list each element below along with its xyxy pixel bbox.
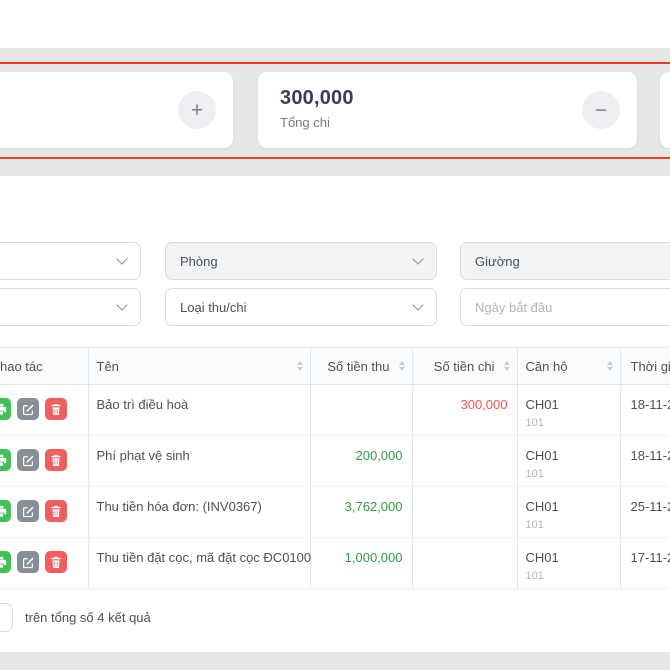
pencil-square-icon bbox=[22, 556, 35, 569]
summary-card-left: + bbox=[0, 72, 233, 148]
table-row: Phí phạt vệ sinh 200,000 CH01 101 18-11-… bbox=[0, 435, 670, 487]
total-expense-label: Tổng chi bbox=[280, 115, 330, 130]
page-size-select[interactable] bbox=[0, 603, 13, 632]
income-amount: 200,000 bbox=[355, 448, 403, 463]
transaction-date: 17-11-2 bbox=[630, 550, 670, 565]
pencil-square-icon bbox=[22, 505, 35, 518]
transaction-name: Phí phạt vệ sinh bbox=[96, 448, 190, 463]
apartment-code: CH01 bbox=[525, 448, 559, 463]
sort-icon[interactable] bbox=[606, 361, 613, 371]
room-number: 101 bbox=[525, 468, 544, 480]
table-body: Bảo trì điều hoà 300,000 CH01 101 18-11-… bbox=[0, 384, 670, 589]
column-header: Thời gia bbox=[619, 347, 670, 385]
sort-icon[interactable] bbox=[503, 361, 510, 371]
transaction-date: 25-11-2 bbox=[630, 499, 670, 514]
transaction-date: 18-11-2 bbox=[630, 448, 670, 463]
start-date-input[interactable]: Ngày bắt đầu bbox=[460, 288, 670, 326]
apartment-code: CH01 bbox=[525, 550, 559, 565]
total-expense-value: 300,000 bbox=[280, 87, 354, 109]
sort-icon[interactable] bbox=[398, 361, 405, 371]
transaction-name: Thu tiền đặt cọc, mã đặt cọc ĐC0100 bbox=[96, 550, 312, 565]
delete-button[interactable] bbox=[45, 449, 67, 471]
summary-card-right bbox=[660, 72, 670, 148]
minus-button[interactable]: − bbox=[582, 91, 620, 129]
print-button[interactable] bbox=[0, 398, 11, 420]
apartment-code: CH01 bbox=[525, 397, 559, 412]
filter-select-type[interactable]: Loại thu/chi bbox=[165, 288, 437, 326]
edit-button[interactable] bbox=[17, 398, 39, 420]
printer-icon bbox=[0, 403, 7, 416]
type-filter-label: Loại thu/chi bbox=[180, 299, 247, 315]
expense-amount: 300,000 bbox=[460, 397, 508, 412]
edit-button[interactable] bbox=[17, 551, 39, 573]
printer-icon bbox=[0, 454, 7, 467]
transaction-date: 18-11-2 bbox=[630, 397, 670, 412]
column-header[interactable]: Số tiền thu bbox=[309, 347, 412, 385]
transaction-name: Bảo trì điều hoà bbox=[96, 397, 189, 412]
row-actions bbox=[0, 551, 88, 573]
print-button[interactable] bbox=[0, 551, 11, 573]
pencil-square-icon bbox=[22, 454, 35, 467]
summary-card-total-expense: 300,000 Tổng chi − bbox=[258, 72, 637, 148]
print-button[interactable] bbox=[0, 449, 11, 471]
delete-button[interactable] bbox=[45, 551, 67, 573]
row-actions bbox=[0, 500, 88, 522]
summary-band: + 300,000 Tổng chi − bbox=[0, 48, 670, 176]
income-amount: 3,762,000 bbox=[344, 499, 403, 514]
edit-button[interactable] bbox=[17, 500, 39, 522]
start-date-placeholder: Ngày bắt đầu bbox=[475, 299, 553, 315]
highlighted-cards-section: + 300,000 Tổng chi − bbox=[0, 62, 670, 159]
room-number: 101 bbox=[525, 570, 544, 582]
filter-select-2[interactable] bbox=[0, 288, 141, 326]
delete-button[interactable] bbox=[45, 500, 67, 522]
chevron-down-icon bbox=[412, 253, 424, 265]
income-amount: 1,000,000 bbox=[344, 550, 403, 565]
sort-icon[interactable] bbox=[296, 361, 303, 371]
trash-icon bbox=[50, 454, 62, 467]
trash-icon bbox=[50, 505, 62, 518]
trash-icon bbox=[50, 403, 62, 416]
print-button[interactable] bbox=[0, 500, 11, 522]
printer-icon bbox=[0, 556, 7, 569]
pencil-square-icon bbox=[22, 403, 35, 416]
printer-icon bbox=[0, 505, 7, 518]
apartment-code: CH01 bbox=[525, 499, 559, 514]
table-row: Thu tiền đặt cọc, mã đặt cọc ĐC0100 1,00… bbox=[0, 537, 670, 589]
column-header[interactable]: Số tiền chi bbox=[411, 347, 517, 385]
room-number: 101 bbox=[525, 417, 544, 429]
trash-icon bbox=[50, 556, 62, 569]
column-header[interactable]: Tên bbox=[87, 347, 310, 385]
delete-button[interactable] bbox=[45, 398, 67, 420]
bed-filter-label: Giường bbox=[475, 253, 520, 269]
room-filter-label: Phòng bbox=[180, 253, 218, 269]
table-row: Bảo trì điều hoà 300,000 CH01 101 18-11-… bbox=[0, 384, 670, 436]
transactions-table: hao tác Tên Số tiền thu Số tiền chi Căn hộ Th… bbox=[0, 347, 670, 589]
chevron-down-icon bbox=[116, 299, 128, 311]
filter-select-bed[interactable]: Giường bbox=[460, 242, 670, 280]
chevron-down-icon bbox=[116, 253, 128, 265]
table-row: Thu tiền hóa đơn: (INV0367) 3,762,000 CH… bbox=[0, 486, 670, 538]
plus-button[interactable]: + bbox=[178, 91, 216, 129]
content-panel: Phòng Giường Loại thu/chi Ngày bắt đầu h… bbox=[0, 176, 670, 652]
filter-select-1[interactable] bbox=[0, 242, 141, 280]
row-actions bbox=[0, 449, 88, 471]
chevron-down-icon bbox=[412, 299, 424, 311]
results-count-text: trên tổng số 4 kết quả bbox=[25, 610, 151, 625]
column-header[interactable]: Căn hộ bbox=[516, 347, 620, 385]
row-actions bbox=[0, 398, 88, 420]
transaction-name: Thu tiền hóa đơn: (INV0367) bbox=[96, 499, 262, 514]
edit-button[interactable] bbox=[17, 449, 39, 471]
room-number: 101 bbox=[525, 519, 544, 531]
table-header-row: hao tác Tên Số tiền thu Số tiền chi Căn hộ Th… bbox=[0, 347, 670, 385]
column-header: hao tác bbox=[0, 347, 88, 385]
bottom-background-strip bbox=[0, 652, 670, 670]
filter-select-room[interactable]: Phòng bbox=[165, 242, 437, 280]
